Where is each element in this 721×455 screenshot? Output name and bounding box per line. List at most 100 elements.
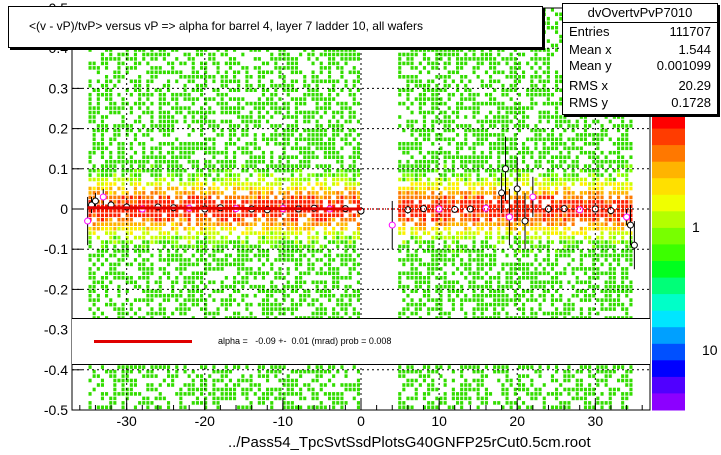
heatmap-cell (125, 48, 129, 52)
heatmap-cell (311, 267, 315, 271)
heatmap-cell (460, 262, 464, 267)
heatmap-cell (352, 387, 356, 392)
heatmap-cell (447, 191, 451, 195)
heatmap-cell (146, 302, 150, 307)
heatmap-cell (233, 124, 237, 128)
heatmap-cell (352, 79, 356, 84)
heatmap-cell (340, 392, 344, 396)
heatmap-cell (340, 200, 344, 204)
heatmap-cell (472, 110, 476, 115)
heatmap-cell (154, 365, 158, 369)
heatmap-cell (175, 249, 179, 253)
heatmap-cell (100, 182, 104, 186)
heatmap-cell (113, 168, 117, 173)
heatmap-cell (125, 133, 129, 137)
heatmap-cell (167, 115, 171, 119)
heatmap-cell (270, 79, 274, 84)
heatmap-cell (282, 57, 286, 61)
heatmap-cell (146, 401, 150, 405)
heatmap-cell (497, 276, 501, 280)
heatmap-cell (410, 75, 414, 79)
heatmap-cell (476, 159, 480, 164)
heatmap-cell (146, 244, 150, 249)
heatmap-cell (323, 101, 327, 106)
heatmap-cell (129, 383, 133, 387)
heatmap-cell (344, 177, 348, 182)
heatmap-cell (414, 240, 418, 244)
heatmap-cell (315, 75, 319, 79)
heatmap-cell (484, 374, 488, 378)
heatmap-cell (290, 115, 294, 119)
heatmap-cell (402, 401, 406, 405)
heatmap-cell (456, 52, 460, 57)
heatmap-cell (133, 405, 137, 410)
heatmap-cell (109, 164, 113, 168)
heatmap-cell (290, 401, 294, 405)
heatmap-cell (204, 159, 208, 164)
heatmap-cell (332, 146, 336, 151)
heatmap-cell (356, 213, 360, 218)
heatmap-cell (224, 150, 228, 155)
heatmap-cell (286, 271, 290, 276)
heatmap-cell (311, 369, 315, 374)
heatmap-cell (414, 284, 418, 289)
heatmap-cell (212, 75, 216, 79)
heatmap-cell (497, 401, 501, 405)
heatmap-cell (344, 249, 348, 253)
heatmap-cell (233, 133, 237, 137)
heatmap-cell (315, 240, 319, 244)
heatmap-cell (253, 164, 257, 168)
heatmap-cell (129, 222, 133, 226)
heatmap-cell (332, 271, 336, 276)
heatmap-cell (175, 392, 179, 396)
heatmap-cell (179, 150, 183, 155)
heatmap-cell (484, 52, 488, 57)
heatmap-cell (328, 186, 332, 191)
heatmap-cell (146, 289, 150, 293)
heatmap-cell (162, 52, 166, 57)
heatmap-cell (105, 222, 109, 226)
heatmap-cell (340, 101, 344, 106)
heatmap-cell (146, 284, 150, 289)
heatmap-cell (113, 164, 117, 168)
heatmap-cell (456, 267, 460, 271)
heatmap-cell (171, 146, 175, 151)
heatmap-cell (224, 173, 228, 177)
heatmap-cell (105, 271, 109, 276)
heatmap-cell (266, 387, 270, 392)
heatmap-cell (179, 396, 183, 401)
heatmap-cell (398, 213, 402, 218)
heatmap-cell (418, 200, 422, 204)
heatmap-cell (323, 168, 327, 173)
heatmap-cell (451, 240, 455, 244)
heatmap-cell (406, 146, 410, 151)
heatmap-cell (121, 378, 125, 383)
heatmap-cell (497, 284, 501, 289)
heatmap-cell (154, 124, 158, 128)
heatmap-cell (220, 83, 224, 88)
heatmap-cell (427, 271, 431, 276)
heatmap-cell (175, 79, 179, 84)
heatmap-cell (340, 124, 344, 128)
heatmap-cell (105, 217, 109, 222)
heatmap-cell (476, 191, 480, 195)
heatmap-cell (447, 244, 451, 249)
heatmap-cell (191, 66, 195, 70)
heatmap-cell (233, 48, 237, 52)
heatmap-cell (88, 298, 92, 302)
heatmap-cell (489, 101, 493, 106)
heatmap-cell (497, 168, 501, 173)
heatmap-cell (431, 226, 435, 231)
heatmap-cell (158, 142, 162, 146)
heatmap-cell (208, 97, 212, 101)
heatmap-cell (290, 244, 294, 249)
heatmap-cell (96, 307, 100, 311)
heatmap-cell (290, 168, 294, 173)
heatmap-cell (414, 222, 418, 226)
heatmap-cell (179, 92, 183, 97)
heatmap-cell (146, 293, 150, 298)
heatmap-cell (468, 182, 472, 186)
heatmap-cell (484, 262, 488, 267)
heatmap-cell (447, 128, 451, 133)
heatmap-cell (224, 83, 228, 88)
